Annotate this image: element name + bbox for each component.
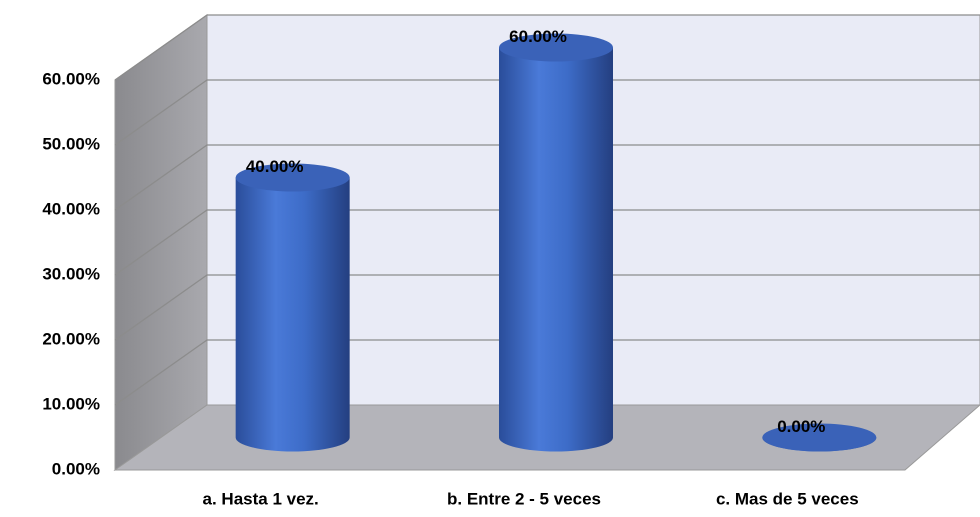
bar <box>235 177 350 452</box>
grid-line <box>114 209 980 276</box>
y-tick-label: 30.00% <box>42 264 100 283</box>
grid-line <box>114 144 980 211</box>
y-tick-label: 20.00% <box>42 329 100 348</box>
bar-top <box>235 163 350 192</box>
bar-top <box>762 423 877 452</box>
bar <box>499 47 613 452</box>
y-tick-label: 40.00% <box>42 199 100 218</box>
x-tick-label: b. Entre 2 - 5 veces <box>447 489 601 508</box>
y-tick-label: 10.00% <box>42 394 100 413</box>
x-tick-label: c. Mas de 5 veces <box>716 489 859 508</box>
y-tick-label: 50.00% <box>42 134 100 153</box>
value-label: 40.00% <box>246 157 304 176</box>
grid-line <box>114 14 980 81</box>
grid-line <box>114 79 980 146</box>
y-tick-label: 0.00% <box>52 459 100 478</box>
grid-line <box>114 339 980 406</box>
grid-line <box>114 274 980 341</box>
y-tick-label: 60.00% <box>42 69 100 88</box>
value-label: 60.00% <box>509 27 567 46</box>
value-label: 0.00% <box>777 417 825 436</box>
bar-top <box>499 33 613 62</box>
x-tick-label: a. Hasta 1 vez. <box>203 489 319 508</box>
